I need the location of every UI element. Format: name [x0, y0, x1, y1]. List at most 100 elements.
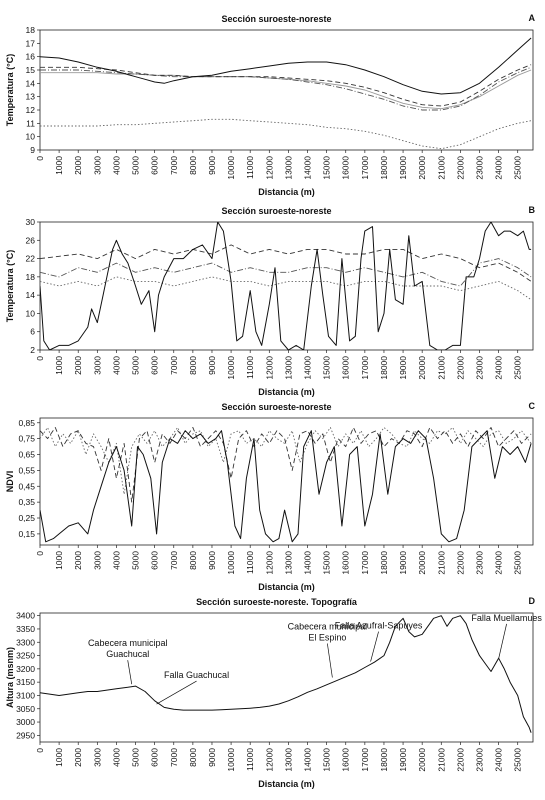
x-tick-label: 25000	[513, 748, 523, 772]
x-tick-label: 15000	[322, 156, 332, 180]
x-tick-label: 18000	[379, 156, 389, 180]
x-tick-label: 22000	[455, 748, 465, 772]
panel-letter: D	[529, 596, 536, 606]
x-tick-label: 9000	[207, 551, 217, 570]
annotation-label: Falla Guachucal	[164, 670, 229, 680]
y-tick-label: 16	[26, 52, 36, 62]
y-tick-label: 3300	[16, 637, 35, 647]
x-tick-label: 8000	[188, 156, 198, 175]
x-tick-label: 11000	[245, 748, 255, 771]
x-tick-label: 5000	[131, 551, 141, 570]
y-tick-label: 14	[26, 290, 36, 300]
x-tick-label: 2000	[73, 748, 83, 767]
x-tick-label: 14000	[303, 156, 313, 180]
x-tick-label: 23000	[474, 356, 484, 380]
x-tick-label: 19000	[398, 156, 408, 180]
x-tick-label: 17000	[360, 156, 370, 180]
annotation-label: Cabecera municipal El Espino	[288, 621, 368, 642]
series-line-dashed	[40, 64, 532, 107]
panel-letter: B	[529, 205, 536, 215]
x-tick-label: 4000	[111, 356, 121, 375]
x-tick-label: 18000	[379, 748, 389, 772]
x-tick-label: 14000	[303, 356, 313, 380]
x-tick-label: 4000	[111, 551, 121, 570]
y-axis-label: Temperatura (°C)	[5, 250, 15, 322]
x-tick-label: 12000	[264, 748, 274, 772]
annotation-leader	[127, 660, 133, 685]
y-axis-label: Altura (msnm)	[5, 647, 15, 708]
annotation-label: Falla Muellamues	[471, 613, 542, 623]
x-tick-label: 8000	[188, 551, 198, 570]
x-tick-label: 22000	[455, 551, 465, 575]
x-tick-label: 17000	[360, 748, 370, 772]
y-tick-label: 3150	[16, 677, 35, 687]
y-tick-label: 0,35	[18, 497, 35, 507]
x-tick-label: 21000	[436, 748, 446, 772]
y-tick-label: 0,55	[18, 465, 35, 475]
series-line-solid	[40, 222, 532, 350]
x-tick-label: 7000	[169, 156, 179, 175]
y-tick-label: 3400	[16, 611, 35, 621]
x-tick-label: 2000	[73, 156, 83, 175]
y-tick-label: 11	[26, 118, 35, 128]
x-tick-label: 1000	[54, 748, 64, 767]
panel-d: Sección suroeste-noreste. Topografía D 0 10…	[5, 596, 542, 789]
x-tick-label: 20000	[417, 156, 427, 180]
x-tick-label: 1000	[54, 156, 64, 175]
x-tick-label: 19000	[398, 551, 408, 575]
x-tick-label: 13000	[283, 551, 293, 575]
x-tick-label: 3000	[92, 748, 102, 767]
x-tick-label: 2000	[73, 551, 83, 570]
x-tick-label: 7000	[169, 356, 179, 375]
x-tick-label: 17000	[360, 356, 370, 380]
y-tick-label: 26	[26, 235, 36, 245]
y-tick-label: 15	[26, 65, 36, 75]
x-tick-label: 0	[35, 551, 45, 556]
y-tick-label: 2950	[16, 730, 35, 740]
y-tick-label: 0,45	[18, 481, 35, 491]
x-tick-label: 3000	[92, 156, 102, 175]
x-tick-label: 25000	[513, 156, 523, 180]
x-tick-label: 10000	[226, 156, 236, 180]
chart-title: Sección suroeste-noreste. Topografía	[196, 597, 358, 607]
annotation-label: Cabecera municipal Guachucal	[88, 638, 168, 659]
x-axis-label: Distancia (m)	[258, 187, 315, 197]
x-tick-label: 4000	[111, 156, 121, 175]
x-tick-label: 18000	[379, 551, 389, 575]
x-tick-label: 11000	[245, 156, 255, 179]
x-tick-label: 12000	[264, 551, 274, 575]
series-line-dashed	[40, 244, 532, 282]
x-tick-label: 20000	[417, 551, 427, 575]
x-tick-label: 3000	[92, 356, 102, 375]
x-tick-label: 1000	[54, 356, 64, 375]
x-tick-label: 16000	[341, 551, 351, 575]
y-tick-label: 17	[26, 38, 36, 48]
x-tick-label: 13000	[283, 156, 293, 180]
x-tick-label: 14000	[303, 551, 313, 575]
x-tick-label: 15000	[322, 356, 332, 380]
annotation-leader	[498, 623, 507, 659]
x-tick-label: 8000	[188, 748, 198, 767]
x-tick-label: 6000	[150, 156, 160, 175]
annotation-leader	[156, 680, 197, 705]
plot-frame	[39, 417, 534, 546]
x-tick-label: 20000	[417, 748, 427, 772]
x-tick-label: 9000	[207, 156, 217, 175]
series-line-dashed	[40, 427, 532, 503]
y-tick-label: 12	[26, 105, 36, 115]
y-tick-label: 10	[26, 308, 36, 318]
x-tick-label: 22000	[455, 156, 465, 180]
panel-b: Sección suroeste-noreste B 0 1000 2000 3000 40…	[5, 205, 536, 397]
y-tick-label: 18	[26, 25, 36, 35]
series-line-dashdot	[40, 258, 532, 287]
y-tick-label: 3200	[16, 664, 35, 674]
x-axis-label: Distancia (m)	[258, 582, 315, 592]
panel-letter: C	[529, 401, 536, 411]
x-tick-label: 24000	[494, 748, 504, 772]
series-line-solid	[40, 37, 532, 95]
x-tick-label: 21000	[436, 551, 446, 575]
x-tick-label: 12000	[264, 356, 274, 380]
x-tick-label: 24000	[494, 551, 504, 575]
chart-title: Sección suroeste-noreste	[221, 402, 331, 412]
